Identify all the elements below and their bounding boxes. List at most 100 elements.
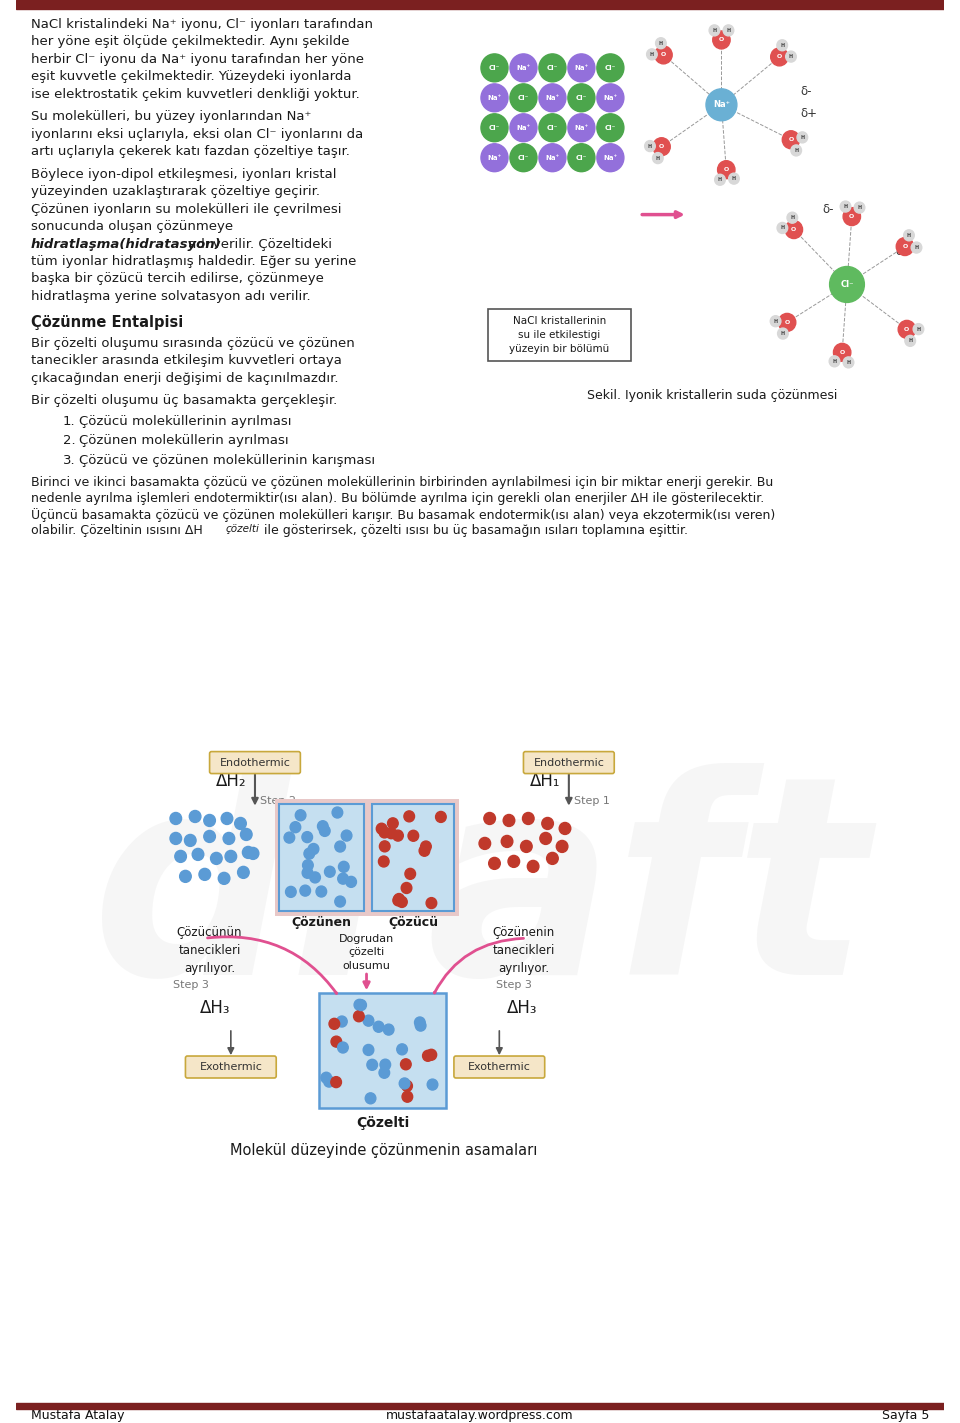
Text: H: H [907,233,911,238]
Text: sonucunda oluşan çözünmeye: sonucunda oluşan çözünmeye [31,221,233,233]
FancyBboxPatch shape [185,1056,276,1079]
Circle shape [400,1059,411,1070]
Text: Na⁺: Na⁺ [488,95,502,101]
Text: Step 2: Step 2 [260,797,296,807]
Text: O: O [850,213,854,219]
Text: O: O [788,137,794,142]
Circle shape [335,841,346,852]
Circle shape [396,1044,407,1054]
Circle shape [656,38,666,48]
Text: Cl⁻: Cl⁻ [517,95,529,101]
Circle shape [241,828,252,841]
FancyArrowPatch shape [207,936,337,993]
Circle shape [290,821,300,832]
Circle shape [180,871,191,882]
Text: draft: draft [91,763,869,1033]
Circle shape [510,84,537,112]
Circle shape [653,152,663,164]
Circle shape [192,848,204,861]
Circle shape [321,1073,331,1083]
Text: O: O [659,144,664,149]
Text: O: O [784,320,790,324]
Text: Çözücünün
tanecikleri
ayrılıyor.: Çözücünün tanecikleri ayrılıyor. [177,926,242,975]
Circle shape [175,851,186,862]
Circle shape [296,810,306,821]
Text: Molekül düzeyinde çözünmenin asamaları: Molekül düzeyinde çözünmenin asamaları [229,1143,537,1158]
Circle shape [393,895,403,906]
Circle shape [170,832,181,844]
Text: ΔH₁: ΔH₁ [530,771,561,790]
Bar [276,798,459,916]
Circle shape [356,999,367,1010]
Bar [16,1403,944,1409]
Circle shape [401,882,412,894]
Circle shape [568,54,595,83]
Text: NaCl kristallerinin
su ile etkilestigi
yüzeyin bir bölümü: NaCl kristallerinin su ile etkilestigi y… [509,316,610,354]
Text: hidratlaşma(hidratasyon): hidratlaşma(hidratasyon) [31,238,222,250]
Circle shape [510,144,537,172]
Text: Step 1: Step 1 [574,797,610,807]
Text: Çözünen moleküllerin ayrılması: Çözünen moleküllerin ayrılması [80,434,289,447]
Text: iyonlarını eksi uçlarıyla, eksi olan Cl⁻ iyonlarını da: iyonlarını eksi uçlarıyla, eksi olan Cl⁻… [31,128,363,141]
Circle shape [541,817,553,830]
Circle shape [170,813,181,824]
Circle shape [782,131,800,149]
Text: Na⁺: Na⁺ [545,155,560,161]
Circle shape [843,208,860,226]
Text: H: H [774,319,778,323]
Text: Na⁺: Na⁺ [603,95,617,101]
Circle shape [481,84,508,112]
Circle shape [777,40,787,51]
Circle shape [331,1077,342,1087]
Circle shape [184,834,196,847]
Text: H: H [780,43,784,48]
Circle shape [791,145,802,157]
Text: yüzeyinden uzaklaştırarak çözeltiye geçirir.: yüzeyinden uzaklaştırarak çözeltiye geçi… [31,185,320,198]
Text: Dogrudan
çözelti
olusumu: Dogrudan çözelti olusumu [339,935,395,970]
Circle shape [300,885,310,896]
Circle shape [422,1050,433,1062]
Circle shape [404,811,415,822]
Text: O: O [904,327,909,332]
Text: Böylece iyon-dipol etkileşmesi, iyonları kristal: Böylece iyon-dipol etkileşmesi, iyonları… [31,168,336,181]
Circle shape [365,1093,376,1104]
Text: ile gösterirsek, çözelti ısısı bu üç basamağın ısıları toplamına eşittir.: ile gösterirsek, çözelti ısısı bu üç bas… [260,524,687,536]
Bar [279,804,364,911]
FancyArrowPatch shape [435,938,523,993]
Circle shape [546,852,558,864]
Circle shape [380,1059,391,1070]
Circle shape [284,832,295,842]
Circle shape [539,144,566,172]
Text: Çözücü moleküllerinin ayrılması: Çözücü moleküllerinin ayrılması [80,414,292,428]
Text: H: H [659,41,663,46]
Circle shape [597,144,624,172]
Text: H: H [790,215,794,221]
Circle shape [304,848,315,859]
Text: Cl⁻: Cl⁻ [489,125,500,131]
Circle shape [363,1044,373,1056]
Text: Su molekülleri, bu yüzey iyonlarından Na⁺: Su molekülleri, bu yüzey iyonlarından Na… [31,111,311,124]
Text: H: H [712,28,716,33]
Circle shape [597,84,624,112]
Text: Step 3: Step 3 [173,980,208,990]
Circle shape [396,896,407,908]
Text: eşit kuvvetle çekilmektedir. Yüzeydeki iyonlarda: eşit kuvvetle çekilmektedir. Yüzeydeki i… [31,70,351,84]
Text: Çözücü ve çözünen moleküllerinin karışması: Çözücü ve çözünen moleküllerinin karışma… [80,454,375,467]
Circle shape [335,896,346,906]
Circle shape [285,887,297,898]
Circle shape [503,814,515,827]
Circle shape [308,844,319,854]
Circle shape [723,24,733,36]
Circle shape [717,161,735,179]
Circle shape [779,313,796,332]
Circle shape [568,144,595,172]
Text: H: H [648,144,652,148]
Circle shape [324,867,335,877]
Circle shape [339,861,349,872]
Text: Endothermic: Endothermic [534,757,604,767]
Circle shape [316,887,326,896]
Text: 3.: 3. [62,454,76,467]
FancyBboxPatch shape [523,751,614,774]
Circle shape [905,336,916,346]
Circle shape [332,807,343,818]
